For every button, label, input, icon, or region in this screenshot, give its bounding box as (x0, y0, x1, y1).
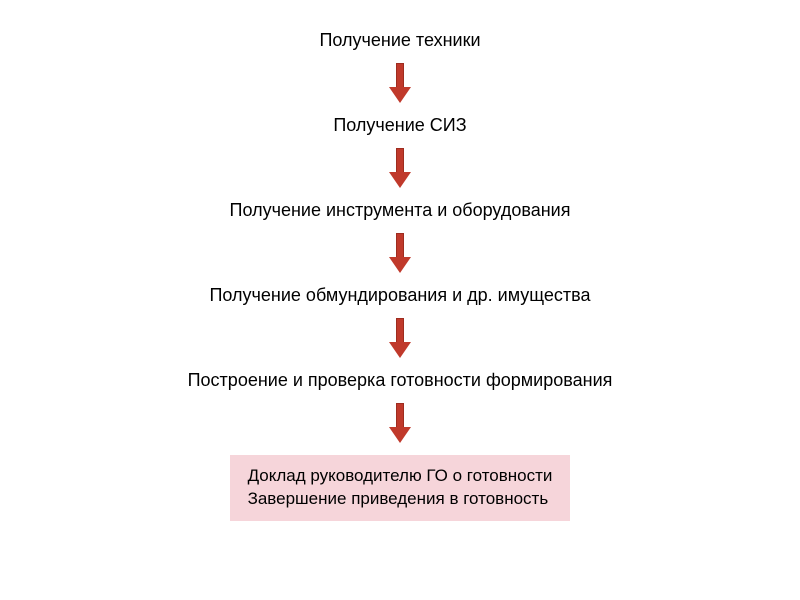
step-3: Получение инструмента и оборудования (230, 200, 571, 221)
final-box: Доклад руководителю ГО о готовности Заве… (230, 455, 571, 521)
arrow-head (389, 342, 411, 358)
arrow-head (389, 257, 411, 273)
step-2: Получение СИЗ (333, 115, 466, 136)
arrow-shaft (396, 148, 404, 172)
final-line-1: Доклад руководителю ГО о готовности (248, 465, 553, 488)
arrow-head (389, 87, 411, 103)
arrow-down-icon (389, 63, 411, 103)
arrow-down-icon (389, 233, 411, 273)
arrow-head (389, 172, 411, 188)
arrow-shaft (396, 403, 404, 427)
arrow-shaft (396, 63, 404, 87)
final-line-2: Завершение приведения в готовность (248, 488, 553, 511)
step-5: Построение и проверка готовности формиро… (188, 370, 613, 391)
arrow-shaft (396, 233, 404, 257)
arrow-head (389, 427, 411, 443)
arrow-down-icon (389, 318, 411, 358)
arrow-down-icon (389, 148, 411, 188)
arrow-shaft (396, 318, 404, 342)
step-4: Получение обмундирования и др. имущества (209, 285, 590, 306)
arrow-down-icon (389, 403, 411, 443)
step-1: Получение техники (319, 30, 480, 51)
